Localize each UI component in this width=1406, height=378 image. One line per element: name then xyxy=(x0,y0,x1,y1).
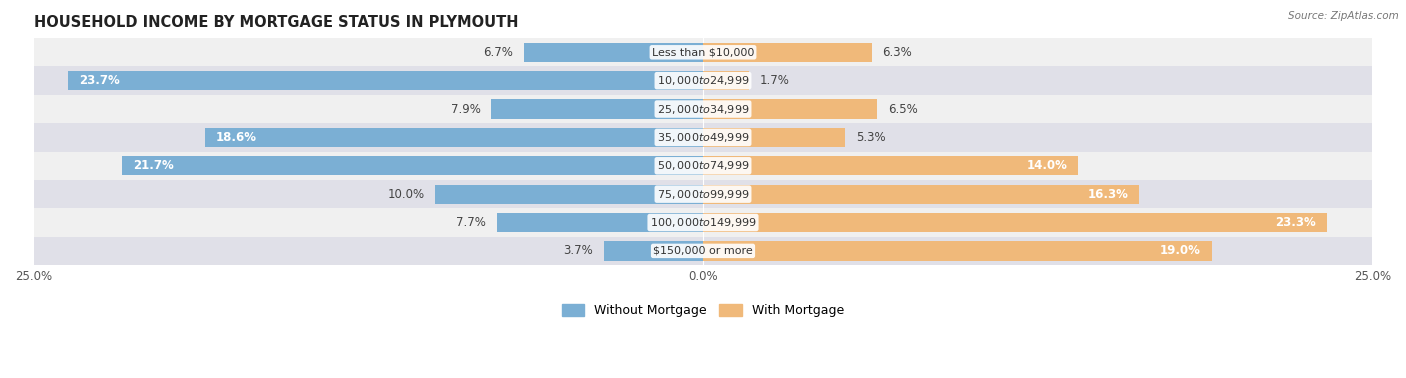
Text: 21.7%: 21.7% xyxy=(132,159,173,172)
Bar xyxy=(703,43,872,62)
Bar xyxy=(703,156,1078,175)
Bar xyxy=(436,184,703,204)
Bar xyxy=(703,71,748,90)
Text: $35,000 to $49,999: $35,000 to $49,999 xyxy=(657,131,749,144)
Text: 18.6%: 18.6% xyxy=(215,131,257,144)
Bar xyxy=(69,71,703,90)
Legend: Without Mortgage, With Mortgage: Without Mortgage, With Mortgage xyxy=(557,299,849,322)
Text: $50,000 to $74,999: $50,000 to $74,999 xyxy=(657,159,749,172)
Bar xyxy=(34,38,1372,67)
Text: 10.0%: 10.0% xyxy=(388,187,425,201)
Text: 7.7%: 7.7% xyxy=(456,216,486,229)
Bar xyxy=(523,43,703,62)
Text: $100,000 to $149,999: $100,000 to $149,999 xyxy=(650,216,756,229)
Text: 5.3%: 5.3% xyxy=(856,131,886,144)
Bar xyxy=(34,237,1372,265)
Text: $75,000 to $99,999: $75,000 to $99,999 xyxy=(657,187,749,201)
Text: HOUSEHOLD INCOME BY MORTGAGE STATUS IN PLYMOUTH: HOUSEHOLD INCOME BY MORTGAGE STATUS IN P… xyxy=(34,15,517,30)
Bar xyxy=(496,213,703,232)
Bar xyxy=(605,241,703,260)
Bar xyxy=(703,213,1327,232)
Text: 6.5%: 6.5% xyxy=(887,102,918,116)
Text: 19.0%: 19.0% xyxy=(1160,245,1201,257)
Bar xyxy=(34,152,1372,180)
Text: 6.7%: 6.7% xyxy=(484,46,513,59)
Text: 1.7%: 1.7% xyxy=(759,74,789,87)
Bar xyxy=(34,208,1372,237)
Bar xyxy=(703,128,845,147)
Bar xyxy=(703,99,877,119)
Bar xyxy=(34,95,1372,123)
Bar xyxy=(703,184,1139,204)
Text: 23.3%: 23.3% xyxy=(1275,216,1316,229)
Text: 6.3%: 6.3% xyxy=(883,46,912,59)
Text: Source: ZipAtlas.com: Source: ZipAtlas.com xyxy=(1288,11,1399,21)
Text: 23.7%: 23.7% xyxy=(79,74,120,87)
Bar xyxy=(492,99,703,119)
Bar xyxy=(122,156,703,175)
Text: $25,000 to $34,999: $25,000 to $34,999 xyxy=(657,102,749,116)
Text: 3.7%: 3.7% xyxy=(564,245,593,257)
Text: 16.3%: 16.3% xyxy=(1088,187,1129,201)
Text: 14.0%: 14.0% xyxy=(1026,159,1067,172)
Text: $150,000 or more: $150,000 or more xyxy=(654,246,752,256)
Bar xyxy=(205,128,703,147)
Bar xyxy=(703,241,1212,260)
Text: 7.9%: 7.9% xyxy=(451,102,481,116)
Text: $10,000 to $24,999: $10,000 to $24,999 xyxy=(657,74,749,87)
Bar xyxy=(34,123,1372,152)
Text: Less than $10,000: Less than $10,000 xyxy=(652,47,754,57)
Bar xyxy=(34,67,1372,95)
Bar xyxy=(34,180,1372,208)
